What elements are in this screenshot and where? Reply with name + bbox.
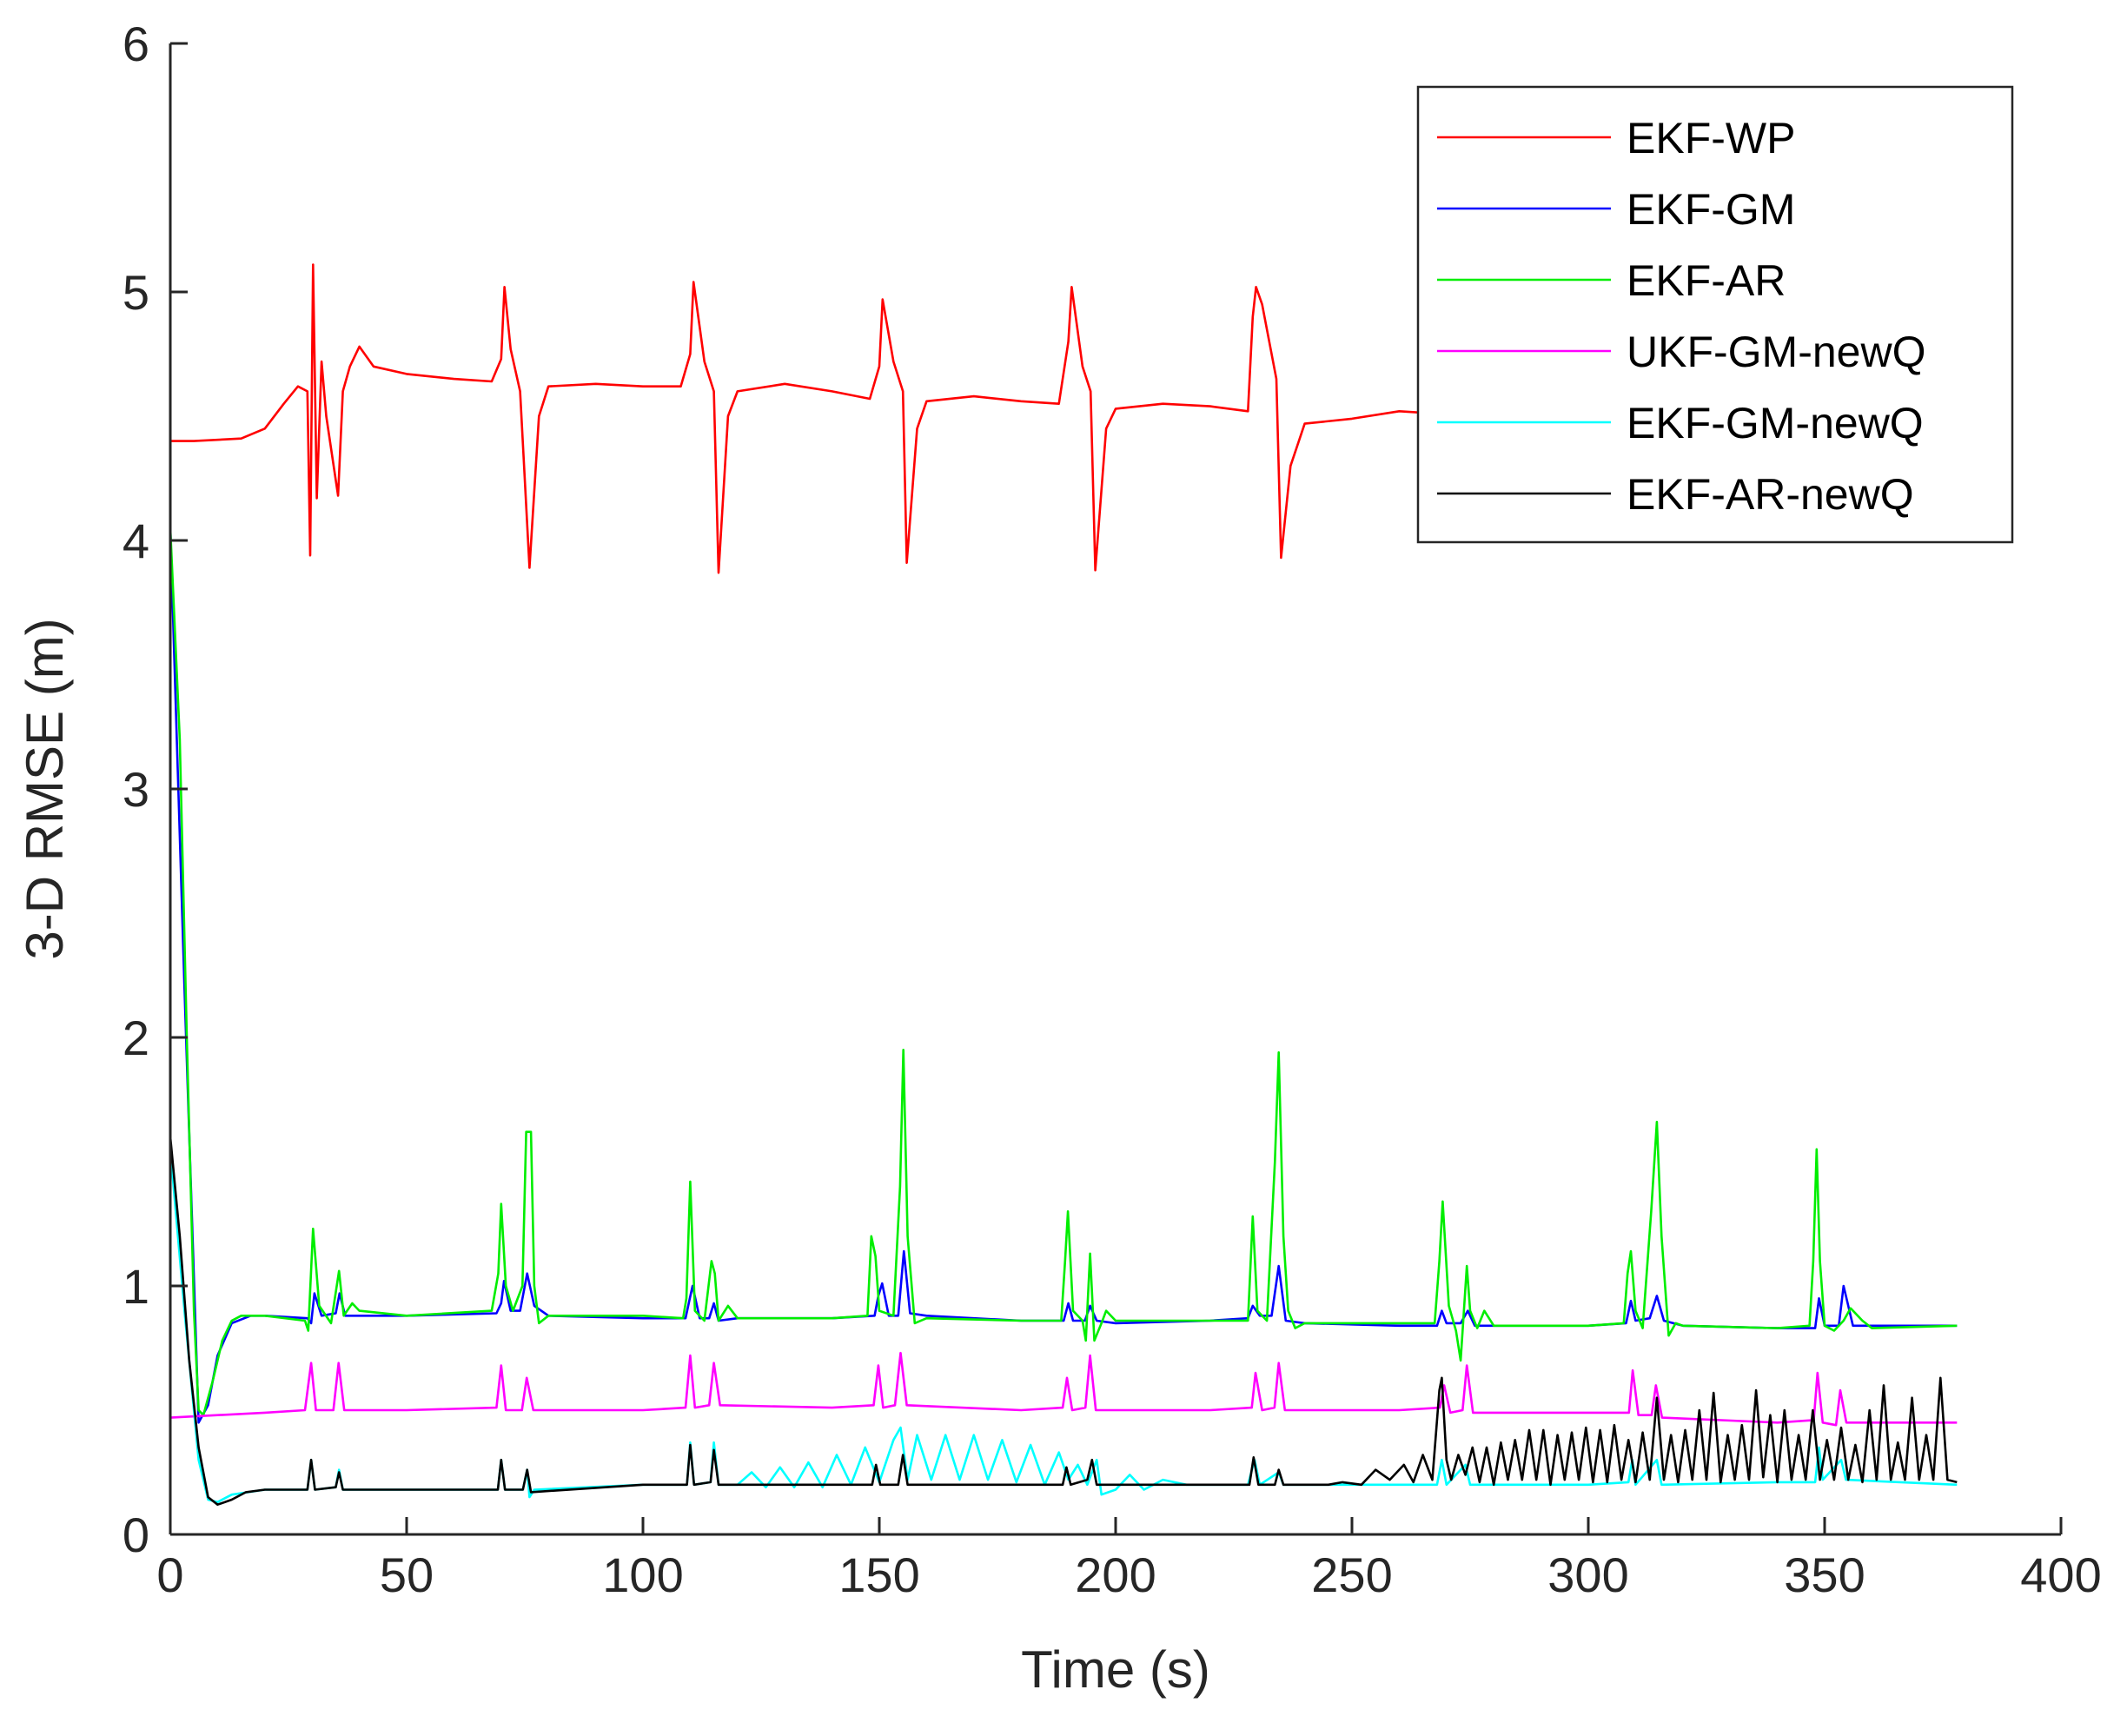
y-tick-label: 5 <box>123 265 149 320</box>
x-ticks: 0 50 100 150 200 250 300 350 400 <box>156 1517 2102 1602</box>
x-tick-label: 0 <box>156 1547 183 1602</box>
series-line-ukf-gm-newq <box>169 1351 1958 1427</box>
legend-label: EKF-GM-newQ <box>1627 399 1924 447</box>
series-line-ekf-ar <box>169 527 1958 1416</box>
series-line-ekf-wp <box>170 263 1467 574</box>
x-tick-label: 350 <box>1784 1547 1865 1602</box>
x-tick-label: 150 <box>838 1547 919 1602</box>
y-tick-label: 1 <box>123 1259 149 1314</box>
legend-label: EKF-WP <box>1627 114 1795 162</box>
legend-box <box>1416 85 2014 544</box>
legend: EKF-WP EKF-GM EKF-AR UKF-GM-newQ EKF-GM-newQ… <box>1416 85 2014 544</box>
x-tick-label: 50 <box>380 1547 434 1602</box>
series-line-ekf-ar-newq <box>169 1136 1958 1506</box>
y-tick-label: 2 <box>123 1010 149 1065</box>
y-tick-label: 3 <box>123 762 149 817</box>
x-tick-label: 100 <box>602 1547 683 1602</box>
x-tick-label: 250 <box>1311 1547 1392 1602</box>
x-tick-label: 300 <box>1547 1547 1628 1602</box>
y-tick-label: 4 <box>123 514 149 568</box>
legend-label: EKF-AR <box>1627 256 1786 305</box>
legend-label: EKF-AR-newQ <box>1627 470 1914 519</box>
legend-label: UKF-GM-newQ <box>1627 328 1925 376</box>
x-tick-label: 400 <box>2020 1547 2101 1602</box>
x-axis-label: Time (s) <box>1021 1640 1210 1699</box>
y-axis-label: 3-D RMSE (m) <box>16 618 74 959</box>
x-tick-label: 200 <box>1075 1547 1156 1602</box>
y-tick-label: 6 <box>123 17 149 71</box>
plot-lines <box>169 263 1958 1506</box>
y-ticks: 0 1 2 3 4 5 6 <box>123 17 188 1562</box>
y-tick-label: 0 <box>123 1507 149 1562</box>
legend-label: EKF-GM <box>1627 185 1795 234</box>
